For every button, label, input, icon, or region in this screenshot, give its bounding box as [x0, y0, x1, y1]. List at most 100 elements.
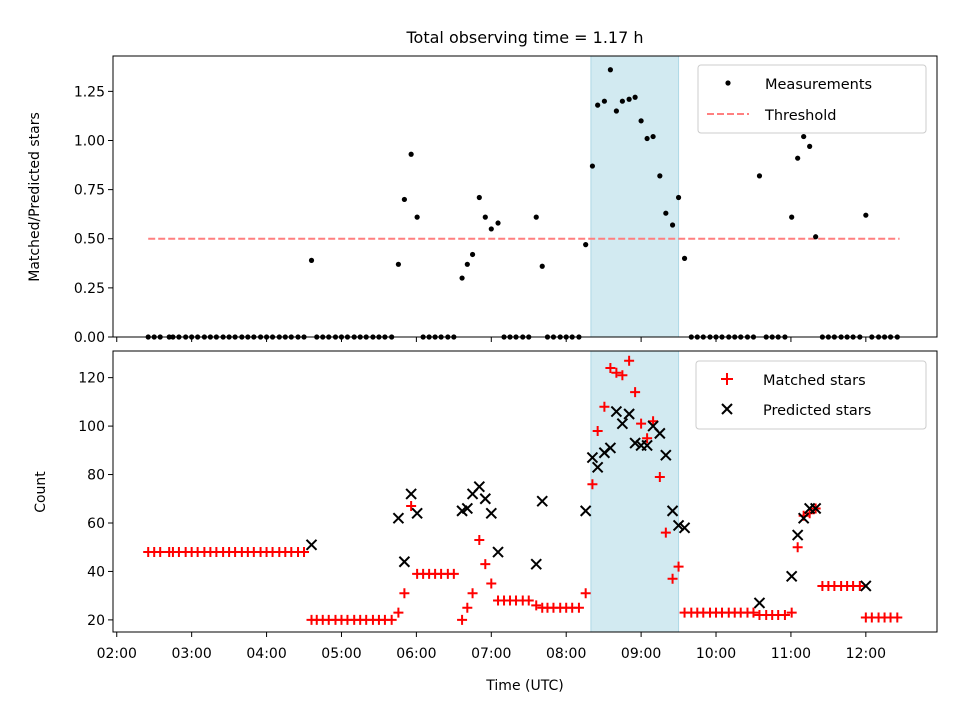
predicted-star-point: [604, 442, 617, 454]
bottom-xtick-label: 11:00: [771, 646, 811, 662]
bottom-xtick-label: 07:00: [471, 646, 511, 662]
measurement-point: [607, 67, 613, 73]
matched-star-point: [642, 433, 653, 444]
measurement-point: [539, 263, 545, 269]
measurement-point: [488, 226, 494, 232]
predicted-star-point: [610, 405, 623, 418]
matched-star-point: [480, 559, 491, 570]
matched-star-point: [786, 607, 797, 618]
predicted-star-point: [536, 495, 548, 507]
matched-star-point: [624, 355, 635, 366]
matched-star-point: [573, 602, 584, 613]
measurement-point: [595, 102, 601, 108]
matched-star-point: [457, 614, 468, 625]
measurement-point: [813, 234, 819, 240]
top-legend-box: [697, 64, 927, 134]
predicted-star-point: [616, 417, 629, 430]
matched-star-point: [531, 600, 542, 611]
matched-star-point: [399, 588, 410, 599]
top-ytick-label: 1.25: [74, 84, 105, 100]
predicted-star-point: [485, 507, 497, 520]
predicted-stars-points: [305, 405, 872, 609]
matched-star-point: [804, 508, 815, 519]
matched-star-point: [467, 588, 478, 599]
measurement-point: [789, 214, 795, 220]
matched-star-point: [779, 610, 790, 621]
measurement-point: [414, 214, 420, 220]
measurement-point: [644, 135, 650, 142]
matched-star-point: [155, 547, 166, 558]
matched-star-point: [474, 534, 485, 545]
legend-measurements-marker: [725, 80, 731, 86]
matched-star-point: [448, 568, 459, 579]
bottom-xtick-label: 08:00: [546, 646, 586, 662]
measurement-point: [669, 222, 676, 228]
matched-star-point: [892, 612, 903, 623]
measurement-point: [632, 94, 638, 100]
bottom-xtick-label: 10:00: [696, 646, 736, 662]
legend-predicted-marker: [721, 403, 733, 415]
predicted-star-point: [623, 408, 635, 420]
matched-star-point: [462, 602, 473, 613]
predicted-star-point: [305, 539, 318, 551]
top-ytick-label: 0.75: [74, 183, 105, 199]
matched-star-point: [486, 578, 497, 589]
bottom-legend-box: [695, 360, 927, 430]
top-legend: Measurements Threshold: [697, 64, 927, 134]
predicted-star-point: [654, 427, 666, 440]
measurement-point: [459, 275, 465, 281]
predicted-star-point: [579, 505, 592, 517]
predicted-star-point: [392, 512, 405, 524]
measurement-point: [613, 108, 619, 114]
predicted-star-point: [753, 597, 766, 609]
matched-star-point: [406, 501, 417, 512]
predicted-star-point: [678, 522, 691, 534]
bottom-xtick-label: 06:00: [396, 646, 436, 662]
measurement-point: [663, 210, 669, 216]
measurement-point: [469, 251, 476, 258]
top-ytick-label: 0.00: [74, 330, 105, 346]
bottom-xtick-label: 12:00: [846, 646, 886, 662]
measurement-point: [807, 143, 813, 149]
measurement-points: [145, 67, 900, 340]
matched-star-point: [648, 416, 659, 427]
predicted-star-point: [461, 502, 474, 515]
bottom-axes-frame: [112, 350, 938, 633]
measurement-point: [626, 96, 632, 102]
bottom-xtick-label: 02:00: [97, 646, 137, 662]
measurement-point: [638, 118, 644, 124]
predicted-star-point: [660, 449, 672, 461]
measurement-point: [650, 133, 656, 140]
bottom-ytick-label: 20: [87, 613, 105, 629]
legend-matched-marker: [721, 373, 733, 385]
measurement-point: [476, 194, 482, 201]
measurement-point: [401, 196, 407, 203]
top-axes-frame: [112, 55, 938, 338]
matched-star-point: [667, 573, 678, 584]
matched-star-point: [854, 580, 865, 591]
top-x-axis-ticks: [116, 337, 867, 342]
measurement-point: [863, 212, 869, 218]
predicted-star-point: [492, 546, 504, 558]
matched-star-point: [605, 362, 616, 373]
predicted-star-point: [479, 493, 492, 505]
matched-star-point: [673, 561, 684, 572]
bottom-panel: 20 40 60 80 100 120 02:00 03:00 04:00 05:00 06:00…: [33, 350, 938, 694]
predicted-star-point: [672, 519, 685, 532]
matched-star-point: [587, 479, 598, 490]
matched-star-point: [660, 527, 671, 538]
bottom-ytick-label: 60: [87, 516, 105, 532]
predicted-star-point: [860, 580, 872, 592]
matched-star-point: [386, 614, 397, 625]
measurement-point: [675, 194, 682, 201]
bottom-xtick-label: 09:00: [621, 646, 661, 662]
measurement-point: [464, 261, 470, 267]
matched-star-point: [630, 387, 641, 398]
legend-threshold-label: Threshold: [764, 108, 836, 124]
predicted-star-point: [586, 451, 599, 464]
matched-star-point: [748, 607, 759, 618]
measurement-point: [583, 242, 589, 248]
bottom-ytick-label: 120: [78, 371, 105, 387]
bottom-y-axis: 20 40 60 80 100 120: [78, 371, 113, 629]
matched-star-point: [611, 367, 622, 378]
